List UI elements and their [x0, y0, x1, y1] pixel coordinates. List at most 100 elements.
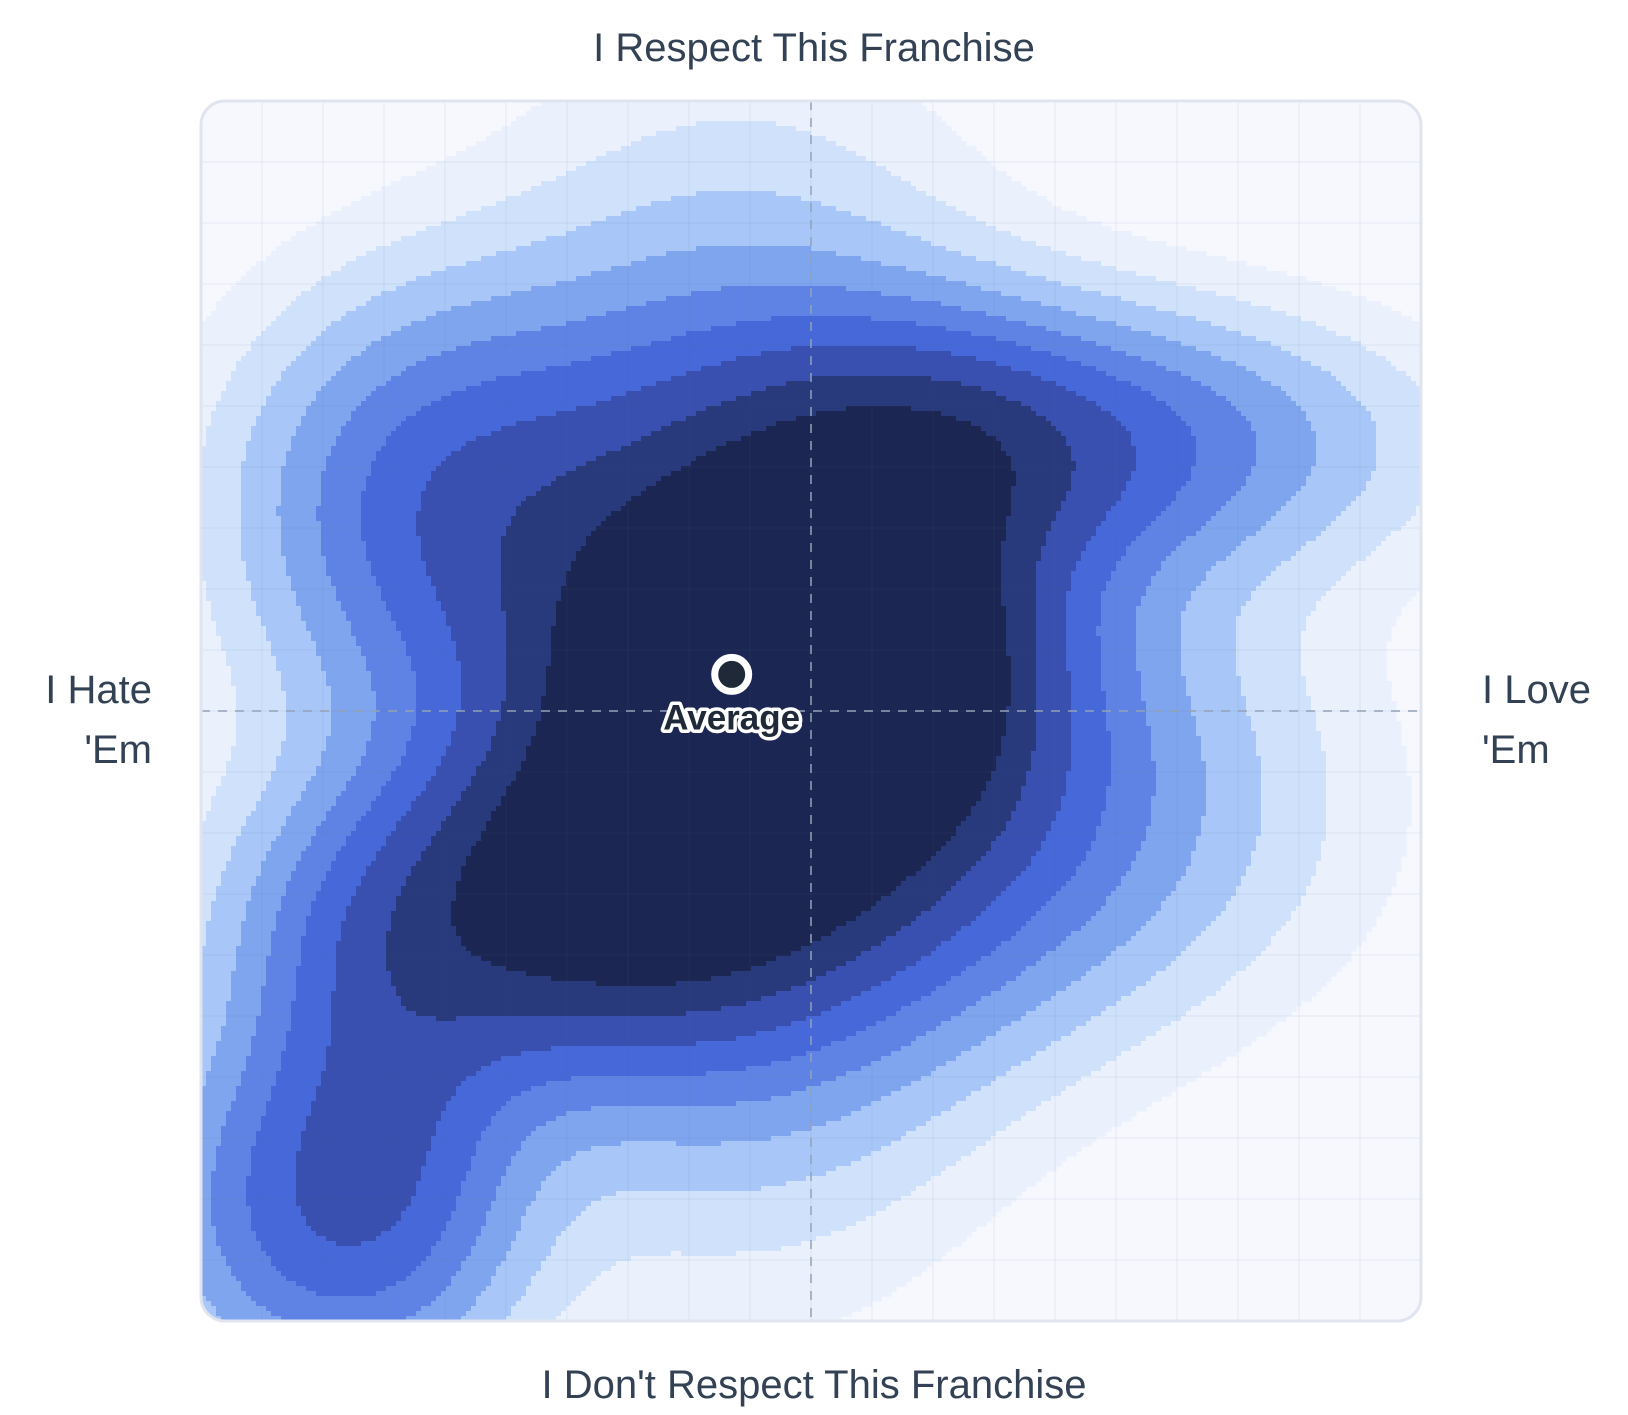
density-cell	[326, 456, 377, 462]
density-cell	[286, 306, 357, 312]
density-cell	[326, 1046, 552, 1052]
density-cell	[516, 116, 942, 122]
density-cell	[561, 586, 1002, 592]
density-cell	[1246, 711, 1317, 717]
density-cell	[1101, 606, 1137, 612]
average-marker[interactable]	[711, 653, 753, 695]
density-cell	[366, 476, 432, 482]
density-cell	[971, 1046, 1047, 1052]
density-cell	[201, 1221, 212, 1227]
density-cell	[1086, 1021, 1172, 1027]
density-cell	[406, 641, 457, 647]
density-cell	[421, 1171, 467, 1177]
density-cell	[521, 1091, 792, 1097]
density-cell	[1241, 876, 1312, 882]
density-cell	[1001, 586, 1037, 592]
density-cell	[1036, 716, 1072, 722]
density-cell	[416, 796, 462, 802]
density-cell	[331, 996, 402, 1002]
density-cell	[456, 931, 832, 937]
density-cell	[1301, 316, 1412, 322]
density-cell	[326, 676, 372, 682]
density-cell	[231, 991, 262, 997]
density-cell	[1261, 781, 1327, 787]
density-cell	[986, 851, 1037, 857]
density-cell	[1201, 526, 1262, 532]
density-cell	[1236, 641, 1302, 647]
density-cell	[396, 821, 442, 827]
density-cell	[1191, 466, 1252, 472]
density-cell	[541, 1266, 612, 1272]
density-cell	[361, 516, 417, 522]
density-cell	[261, 1121, 307, 1127]
density-cell	[1076, 866, 1132, 872]
density-cell	[546, 666, 1012, 672]
density-cell	[1106, 721, 1147, 727]
density-cell	[1071, 756, 1112, 762]
density-cell	[1111, 736, 1152, 742]
density-cell	[1186, 536, 1247, 542]
density-cell	[201, 721, 237, 727]
density-cell	[496, 721, 537, 727]
density-cell	[1141, 841, 1197, 847]
density-cell	[1071, 446, 1137, 452]
density-cell	[911, 181, 1022, 187]
density-cell	[221, 1126, 262, 1132]
density-cell	[1251, 961, 1347, 967]
density-cell	[1281, 506, 1347, 512]
density-cell	[351, 621, 397, 627]
density-cell	[376, 696, 417, 702]
density-cell	[996, 836, 1047, 842]
density-cell	[1246, 706, 1312, 712]
density-cell	[261, 1246, 432, 1252]
density-cell	[386, 931, 457, 937]
density-cell	[1021, 236, 1147, 242]
density-cell	[1396, 366, 1421, 372]
density-cell	[411, 1201, 457, 1207]
density-cell	[201, 701, 237, 707]
density-cell	[221, 1131, 257, 1137]
density-cell	[331, 1031, 757, 1037]
density-cell	[1106, 701, 1147, 707]
density-cell	[956, 1161, 1062, 1167]
density-cell	[301, 351, 362, 357]
density-cell	[236, 726, 287, 732]
density-cell	[1016, 876, 1072, 882]
density-cell	[546, 236, 922, 242]
density-cell	[1236, 406, 1302, 412]
density-cell	[221, 776, 272, 782]
density-cell	[1186, 1011, 1292, 1017]
density-cell	[1101, 1011, 1187, 1017]
density-cell	[346, 616, 392, 622]
density-cell	[1166, 401, 1232, 407]
density-cell	[461, 446, 622, 452]
density-cell	[1176, 281, 1322, 287]
density-cell	[371, 466, 437, 472]
density-cell	[926, 1031, 997, 1037]
density-cell	[936, 1066, 1012, 1072]
density-cell	[1206, 786, 1262, 792]
density-cell	[201, 1091, 237, 1097]
density-cell	[506, 676, 547, 682]
density-cell	[911, 921, 972, 927]
density-cell	[246, 451, 287, 457]
density-cell	[201, 771, 227, 777]
density-cell	[251, 1171, 297, 1177]
density-cell	[1156, 781, 1207, 787]
density-cell	[1151, 806, 1207, 812]
density-cell	[596, 156, 867, 162]
density-cell	[1081, 926, 1142, 932]
density-cell	[966, 211, 1077, 217]
density-cell	[421, 536, 502, 542]
density-cell	[1261, 816, 1327, 822]
density-cell	[961, 1011, 1027, 1017]
density-cell	[241, 471, 282, 477]
density-cell	[981, 791, 1022, 797]
density-cell	[591, 531, 1007, 537]
density-cell	[281, 896, 317, 902]
density-cell	[1106, 726, 1152, 732]
density-cell	[201, 916, 212, 922]
density-cell	[236, 716, 287, 722]
density-cell	[231, 671, 282, 677]
density-cell	[986, 781, 1027, 787]
